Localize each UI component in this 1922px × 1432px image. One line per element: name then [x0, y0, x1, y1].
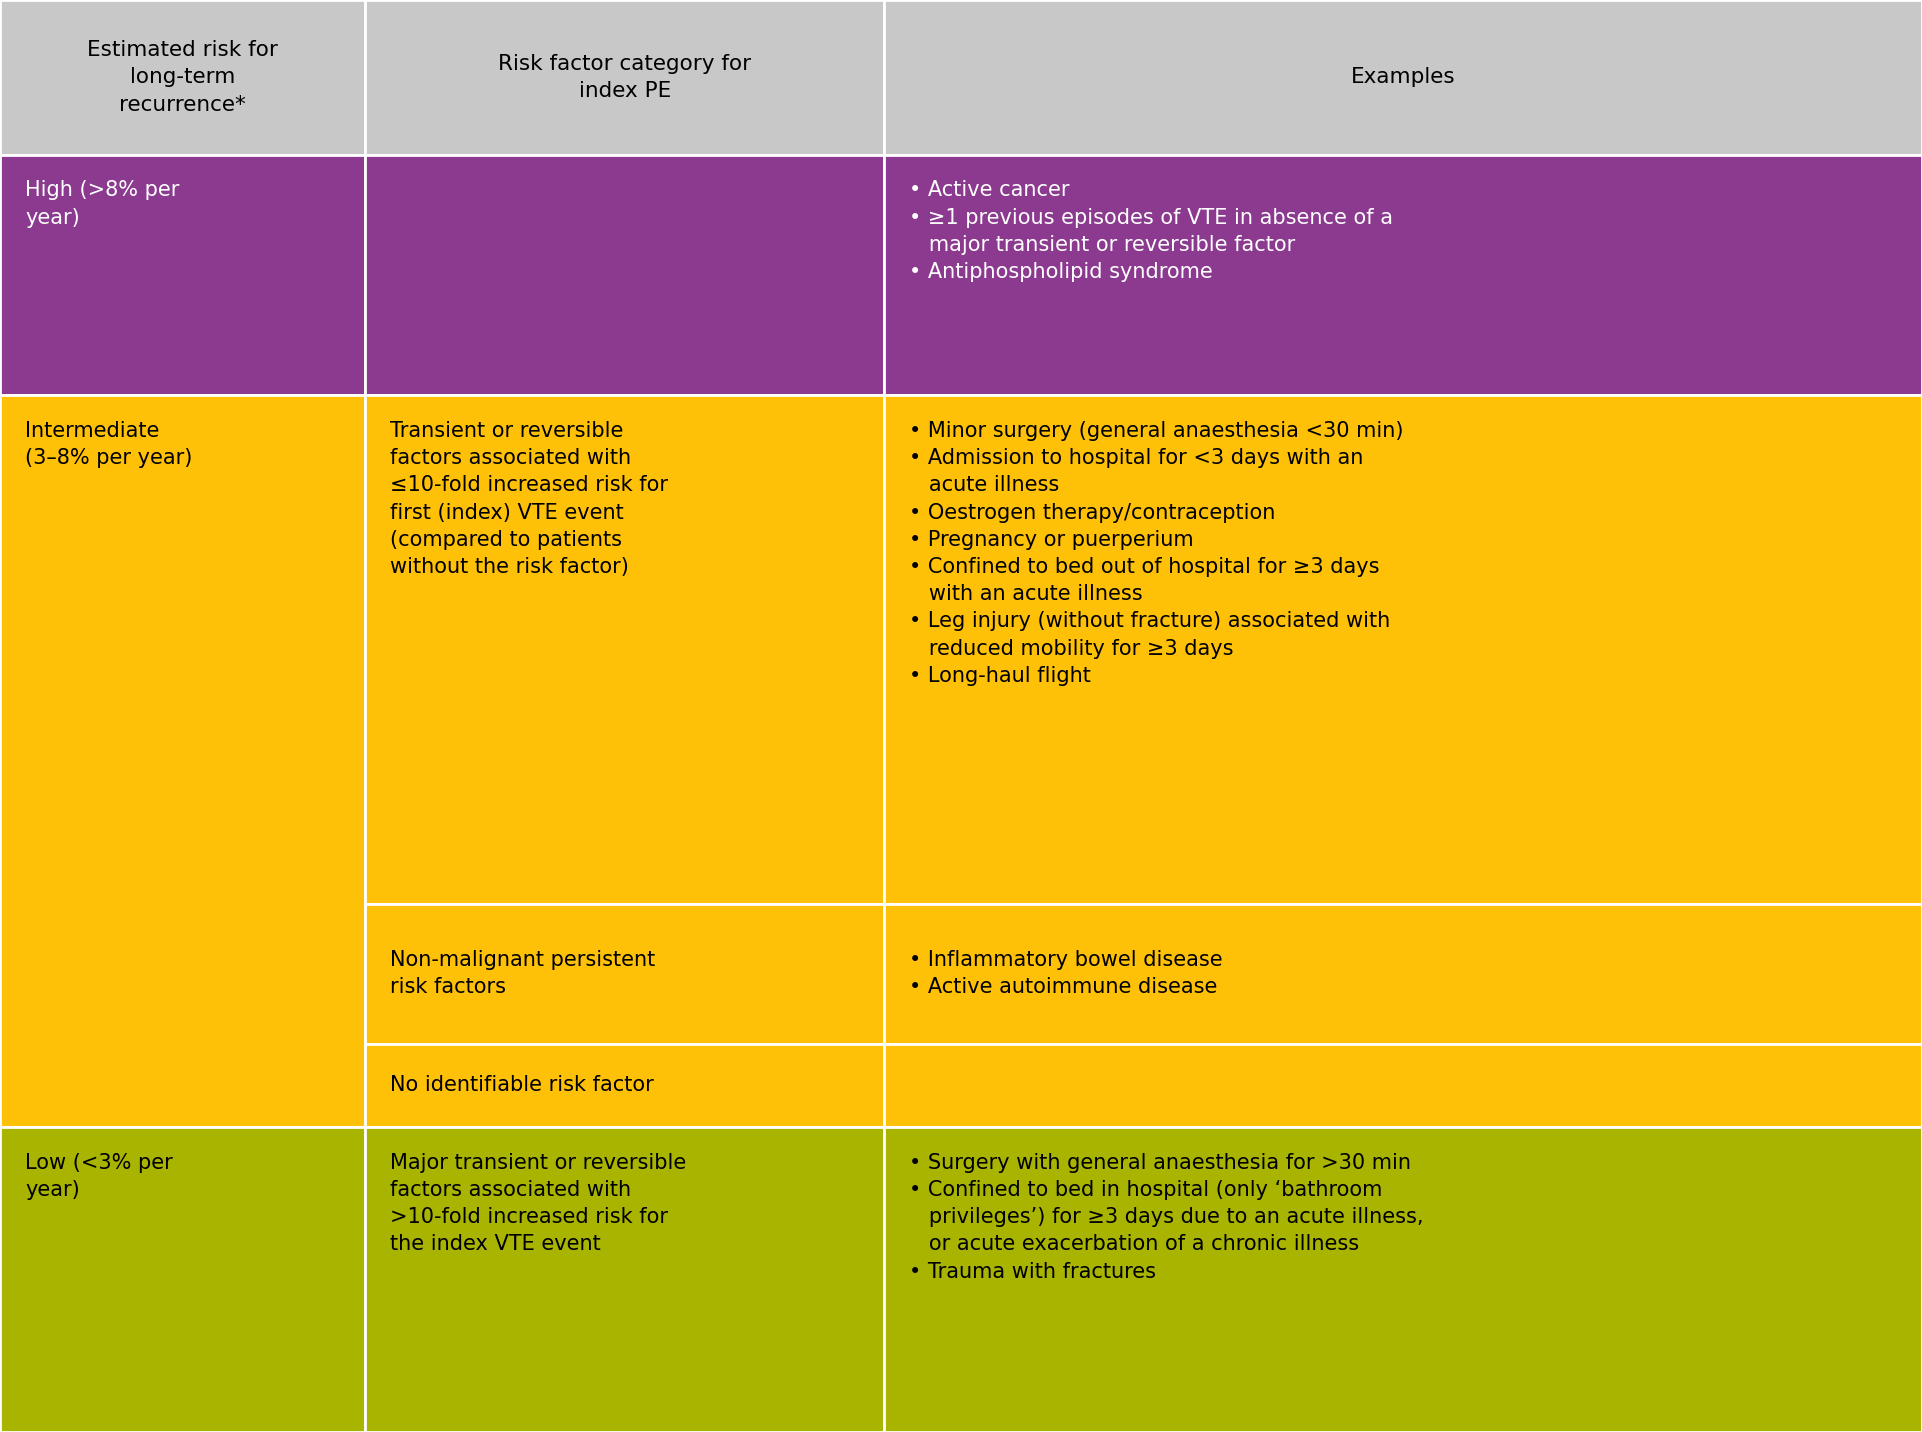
Bar	[884, 1127, 1922, 1432]
Text: Intermediate
(3–8% per year): Intermediate (3–8% per year)	[25, 421, 192, 468]
Bar	[884, 1044, 1922, 1127]
Bar	[365, 904, 884, 1044]
Text: • Inflammatory bowel disease
• Active autoimmune disease: • Inflammatory bowel disease • Active au…	[909, 951, 1222, 997]
Text: No identifiable risk factor: No identifiable risk factor	[390, 1075, 653, 1095]
Text: High (>8% per
year): High (>8% per year)	[25, 180, 179, 228]
Text: Low (<3% per
year): Low (<3% per year)	[25, 1153, 173, 1200]
Bar	[365, 0, 884, 155]
Text: • Active cancer
• ≥1 previous episodes of VTE in absence of a
   major transient: • Active cancer • ≥1 previous episodes o…	[909, 180, 1393, 282]
Bar	[0, 395, 365, 1127]
Bar	[365, 1127, 884, 1432]
Text: Non-malignant persistent
risk factors: Non-malignant persistent risk factors	[390, 951, 655, 997]
Bar	[884, 155, 1922, 395]
Bar	[365, 155, 884, 395]
Bar	[884, 0, 1922, 155]
Bar	[365, 1044, 884, 1127]
Bar	[884, 904, 1922, 1044]
Text: Estimated risk for
long-term
recurrence*: Estimated risk for long-term recurrence*	[86, 40, 279, 115]
Text: • Minor surgery (general anaesthesia <30 min)
• Admission to hospital for <3 day: • Minor surgery (general anaesthesia <30…	[909, 421, 1403, 686]
Text: Risk factor category for
index PE: Risk factor category for index PE	[498, 54, 752, 100]
Bar	[365, 395, 884, 904]
Text: Transient or reversible
factors associated with
≤10-fold increased risk for
firs: Transient or reversible factors associat…	[390, 421, 669, 577]
Bar	[0, 0, 365, 155]
Bar	[0, 155, 365, 395]
Text: • Surgery with general anaesthesia for >30 min
• Confined to bed in hospital (on: • Surgery with general anaesthesia for >…	[909, 1153, 1424, 1282]
Text: Major transient or reversible
factors associated with
>10-fold increased risk fo: Major transient or reversible factors as…	[390, 1153, 686, 1254]
Text: Examples: Examples	[1351, 67, 1455, 87]
Bar	[0, 1127, 365, 1432]
Bar	[884, 395, 1922, 904]
